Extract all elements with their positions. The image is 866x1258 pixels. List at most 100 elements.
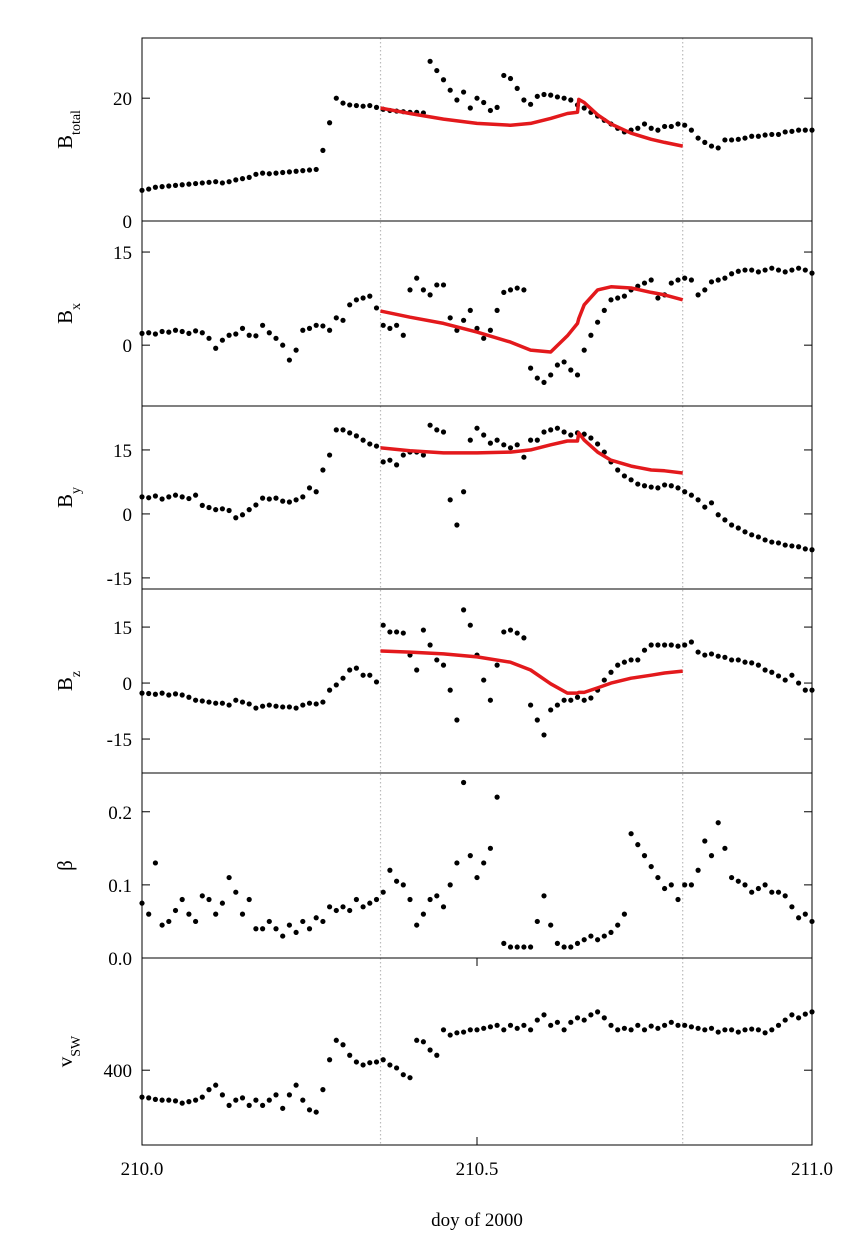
data-point [534, 918, 540, 925]
data-point [775, 673, 782, 679]
data-point [461, 607, 467, 613]
data-point [320, 1087, 326, 1093]
data-point [782, 677, 788, 683]
data-point [507, 944, 514, 950]
data-point [273, 703, 279, 709]
data-point [266, 171, 272, 177]
data-point [695, 135, 701, 141]
data-point [360, 904, 366, 910]
data-point [467, 437, 473, 443]
data-point [615, 467, 621, 473]
data-point [782, 129, 788, 135]
data-point [608, 297, 614, 303]
data-point [367, 102, 373, 109]
data-point [641, 121, 648, 127]
data-point [461, 489, 467, 495]
data-point [427, 1047, 433, 1053]
data-point [749, 267, 755, 273]
data-point [213, 179, 219, 185]
data-point [662, 482, 668, 488]
data-point [494, 794, 500, 800]
data-point [789, 1012, 795, 1018]
data-point [568, 697, 574, 703]
data-point [199, 180, 205, 186]
data-point [628, 477, 634, 483]
data-point [273, 495, 279, 501]
data-point [300, 1097, 306, 1103]
data-point [762, 1030, 768, 1036]
data-point [440, 662, 447, 668]
data-point [722, 845, 728, 851]
data-point [528, 944, 534, 950]
data-point [347, 102, 353, 108]
data-point [300, 494, 306, 500]
data-point [749, 1026, 755, 1032]
data-point [762, 267, 768, 273]
data-point [347, 907, 353, 914]
data-point [481, 1025, 487, 1031]
data-point [769, 131, 775, 138]
data-point [219, 900, 225, 906]
data-point [246, 701, 252, 707]
data-point [655, 642, 661, 648]
data-point [420, 287, 426, 293]
data-point [266, 330, 272, 336]
data-point [528, 702, 534, 708]
data-point [501, 629, 507, 635]
data-point [239, 699, 246, 705]
data-point [206, 179, 212, 185]
data-point [199, 1094, 205, 1100]
data-point [494, 437, 500, 443]
data-point [581, 347, 587, 353]
model-curve [380, 285, 684, 354]
data-point [648, 484, 654, 490]
data-point [729, 522, 735, 528]
data-point [434, 1052, 440, 1058]
y-tick-label: 15 [113, 618, 132, 639]
data-point [407, 287, 413, 293]
y-axis-label-sub: y [69, 487, 84, 494]
data-point [286, 922, 292, 928]
data-point [474, 325, 480, 331]
data-point [313, 701, 319, 707]
data-point [528, 1027, 534, 1033]
data-point [809, 547, 815, 553]
data-point [769, 539, 775, 545]
data-point [340, 904, 346, 910]
y-tick-label: 400 [104, 1061, 133, 1082]
y-axis-label-main: B [53, 310, 77, 324]
data-point [688, 492, 695, 498]
data-point [380, 1057, 386, 1063]
data-point [568, 432, 574, 438]
data-point [454, 522, 460, 528]
data-point [233, 515, 239, 521]
data-point [400, 1072, 406, 1078]
data-point [568, 97, 574, 103]
data-point [675, 896, 681, 903]
data-point [139, 900, 145, 906]
data-point [360, 672, 366, 678]
data-point [668, 483, 674, 489]
data-point [286, 357, 292, 363]
data-point [588, 1012, 594, 1018]
data-point [641, 647, 648, 653]
data-point [179, 328, 185, 335]
data-point [782, 542, 788, 548]
data-point [159, 328, 165, 335]
data-point [233, 889, 239, 895]
data-point [755, 885, 762, 892]
data-point [333, 315, 339, 321]
data-point [789, 543, 795, 549]
data-point [521, 287, 527, 293]
data-point [514, 85, 520, 91]
data-point [514, 442, 520, 448]
data-point [708, 143, 715, 149]
data-point [568, 1019, 574, 1025]
data-point [702, 1027, 708, 1033]
data-point [159, 496, 165, 502]
data-point [260, 495, 266, 501]
data-point [360, 103, 366, 109]
data-point [675, 121, 681, 127]
data-point [260, 1102, 266, 1108]
y-axis-label-main: B [53, 494, 77, 508]
